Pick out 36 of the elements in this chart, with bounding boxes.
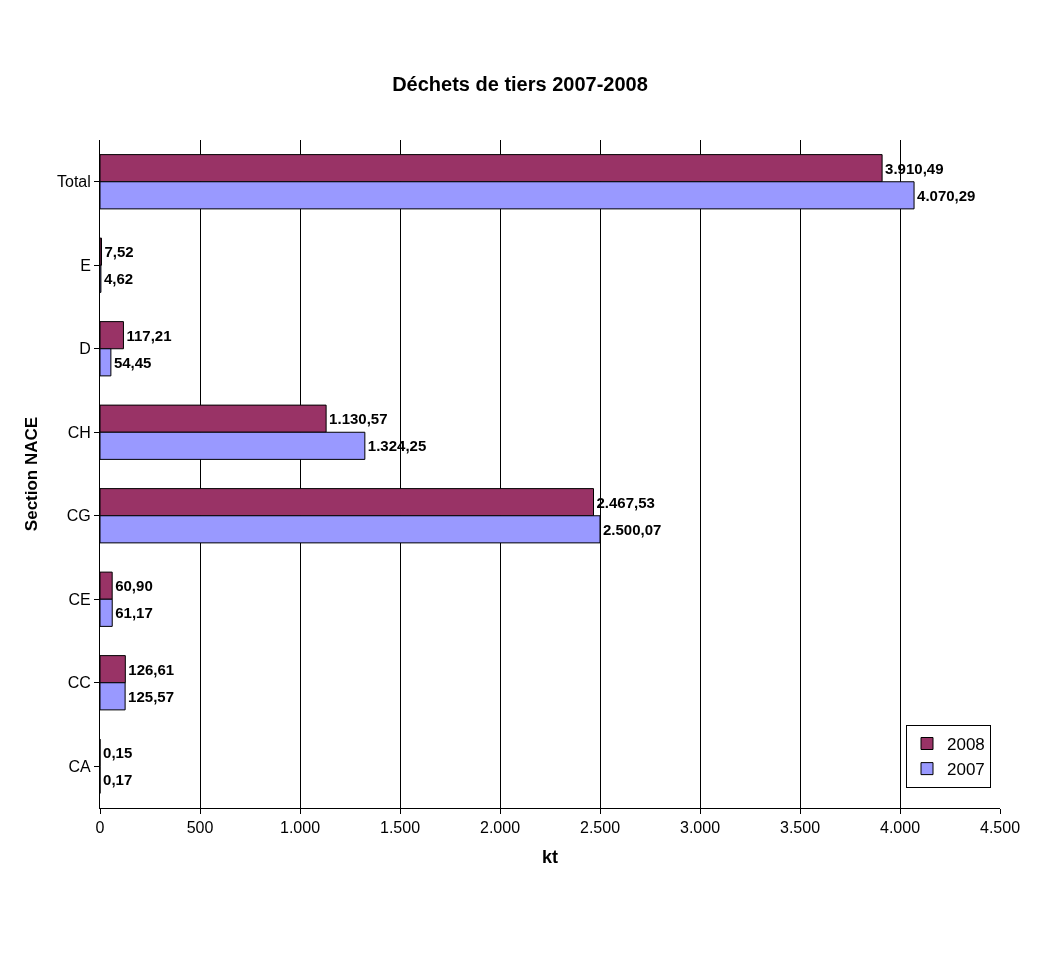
y-tick-label: D xyxy=(79,340,91,358)
data-label: 4.070,29 xyxy=(917,186,976,204)
x-tick-label: 2.000 xyxy=(479,819,521,837)
chart-title: Déchets de tiers 2007-2008 xyxy=(392,72,648,95)
y-axis-title: Section NACE xyxy=(21,416,41,532)
x-tick-label: 3.500 xyxy=(779,819,821,837)
x-axis-title: kt xyxy=(541,847,559,868)
y-tick-label: E xyxy=(80,256,91,274)
data-label: 117,21 xyxy=(126,326,172,344)
y-tick-label: CC xyxy=(67,674,91,692)
y-tick-label: CG xyxy=(66,507,91,525)
x-tick-label: 4.500 xyxy=(979,819,1021,837)
data-label: 0,15 xyxy=(103,744,133,762)
x-tick-label: 500 xyxy=(186,819,214,837)
x-tick-label: 1.000 xyxy=(279,819,321,837)
data-label: 61,17 xyxy=(115,604,153,622)
data-label: 7,52 xyxy=(104,243,134,261)
data-label: 125,57 xyxy=(128,687,174,705)
x-tick-label: 2.500 xyxy=(579,819,621,837)
data-label: 0,17 xyxy=(103,771,133,789)
data-label: 54,45 xyxy=(113,353,152,371)
x-tick-label: 3.000 xyxy=(679,819,721,837)
y-tick-label: CA xyxy=(68,757,92,775)
x-tick-label: 4.000 xyxy=(879,819,921,837)
y-tick-label: CE xyxy=(68,590,91,608)
data-label: 4,62 xyxy=(103,270,134,288)
x-tick-label: 1.500 xyxy=(379,819,421,837)
legend-label: 2008 xyxy=(947,735,985,755)
data-label: 1.130,57 xyxy=(329,410,388,428)
legend-label: 2007 xyxy=(947,760,985,780)
data-label: 2.500,07 xyxy=(603,520,662,538)
y-tick-label: Total xyxy=(57,173,91,191)
y-tick-label: CH xyxy=(67,423,91,441)
data-label: 60,90 xyxy=(115,577,153,595)
data-label: 126,61 xyxy=(128,660,175,678)
x-tick-label: 0 xyxy=(95,819,105,837)
